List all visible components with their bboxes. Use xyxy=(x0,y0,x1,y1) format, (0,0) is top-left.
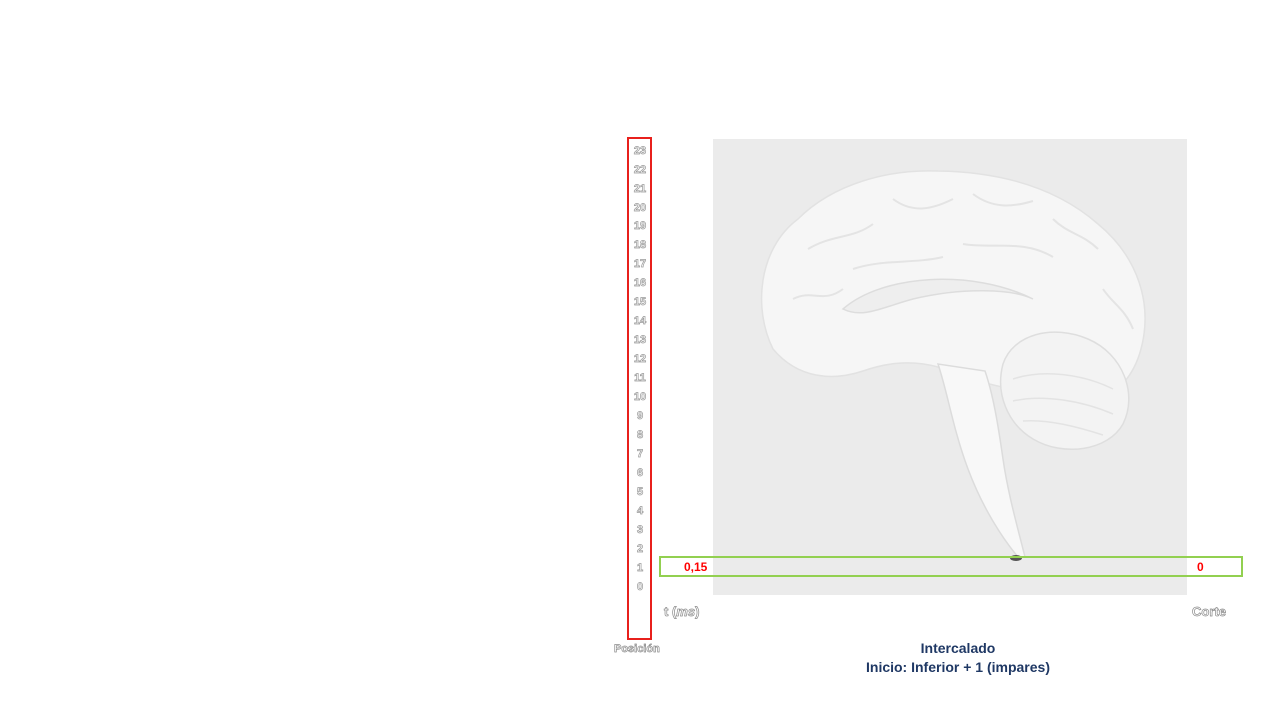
slice-number: 16 xyxy=(633,277,647,290)
slice-number: 10 xyxy=(633,391,647,404)
slice-position-box xyxy=(627,137,652,640)
brain-sagittal-image xyxy=(713,139,1187,595)
slice-number: 6 xyxy=(636,467,644,480)
corte-value: 0 xyxy=(1197,560,1204,574)
corpus-callosum-shape xyxy=(841,278,1034,314)
slice-number: 13 xyxy=(633,334,647,347)
slice-number: 3 xyxy=(636,524,644,537)
slice-number: 12 xyxy=(633,353,647,366)
slice-number: 0 xyxy=(636,581,644,594)
slice-number: 9 xyxy=(636,410,644,423)
posicion-axis-label: Posición xyxy=(614,643,661,656)
slice-number: 20 xyxy=(633,202,647,215)
slice-number: 7 xyxy=(636,448,644,461)
active-slice-row-box xyxy=(659,556,1243,577)
slice-number: 22 xyxy=(633,164,647,177)
slice-number: 18 xyxy=(633,239,647,252)
corte-axis-label: Corte xyxy=(1192,604,1227,620)
caption-title: Intercalado xyxy=(920,640,996,656)
slice-number: 2 xyxy=(636,543,644,556)
slice-number: 17 xyxy=(633,258,647,271)
slice-number: 15 xyxy=(633,296,647,309)
slice-number: 1 xyxy=(636,562,644,575)
slice-number: 23 xyxy=(633,145,647,158)
time-axis-label: t (ms) xyxy=(664,604,700,620)
slice-number: 14 xyxy=(633,315,647,328)
slice-number: 21 xyxy=(633,183,647,196)
slice-number: 11 xyxy=(634,372,646,385)
slice-number: 4 xyxy=(636,505,644,518)
slice-number: 19 xyxy=(633,220,647,233)
caption-subtitle: Inicio: Inferior + 1 (impares) xyxy=(866,659,1050,675)
brain-illustration xyxy=(760,170,1146,561)
time-value: 0,15 xyxy=(684,560,708,574)
slice-number: 5 xyxy=(636,486,644,499)
slice-number: 8 xyxy=(636,429,644,442)
